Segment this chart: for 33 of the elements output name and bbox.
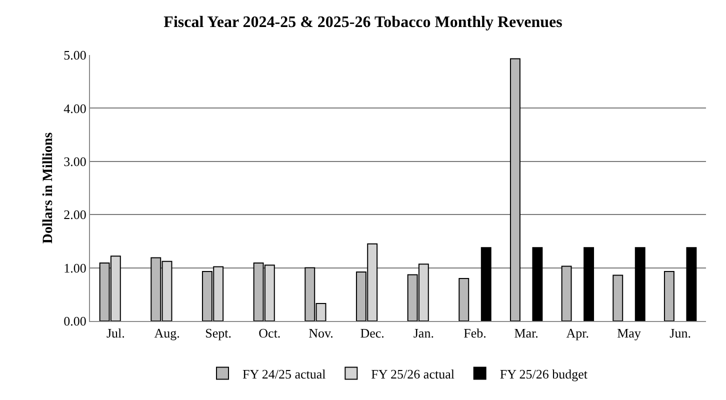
y-tick-label: 2.00 [64, 207, 86, 222]
y-tick-label: 1.00 [64, 260, 86, 276]
x-tick-label: Dec. [360, 326, 384, 341]
x-tick-label: Apr. [566, 326, 590, 341]
bar [634, 247, 646, 321]
x-tick-label: Sept. [205, 326, 232, 341]
x-tick-label: Feb. [464, 326, 486, 341]
y-axis-title: Dollars in Millions [41, 132, 56, 244]
x-tick-label: Jul. [106, 326, 125, 341]
x-tick-label: Nov. [308, 326, 334, 341]
bar [532, 247, 543, 321]
y-tick-label: 0.00 [64, 314, 86, 329]
legend-label: FY 25/26 budget [500, 366, 588, 382]
legend-label: FY 24/25 actual [242, 366, 326, 382]
bar [510, 58, 520, 321]
y-tick-label: 3.00 [64, 154, 86, 169]
x-tick-label: May [617, 326, 642, 341]
x-tick-label: Aug. [154, 326, 180, 341]
chart-title: Fiscal Year 2024-25 & 2025-26 Tobacco Monthly Revenues [164, 14, 562, 32]
bar [664, 271, 674, 321]
y-tick-label: 4.00 [64, 100, 86, 116]
legend-label: FY 25/26 actual [371, 366, 455, 382]
y-tick-label: 5.00 [64, 48, 86, 63]
bar [584, 247, 594, 321]
bar [458, 278, 470, 321]
bar [686, 247, 697, 321]
bar [612, 274, 624, 321]
x-tick-label: Mar. [514, 326, 538, 341]
bar [480, 247, 492, 321]
x-tick-label: Jun. [670, 326, 691, 341]
bar [561, 266, 572, 321]
x-tick-label: Jan. [413, 326, 434, 341]
x-tick-label: Oct. [258, 326, 281, 341]
